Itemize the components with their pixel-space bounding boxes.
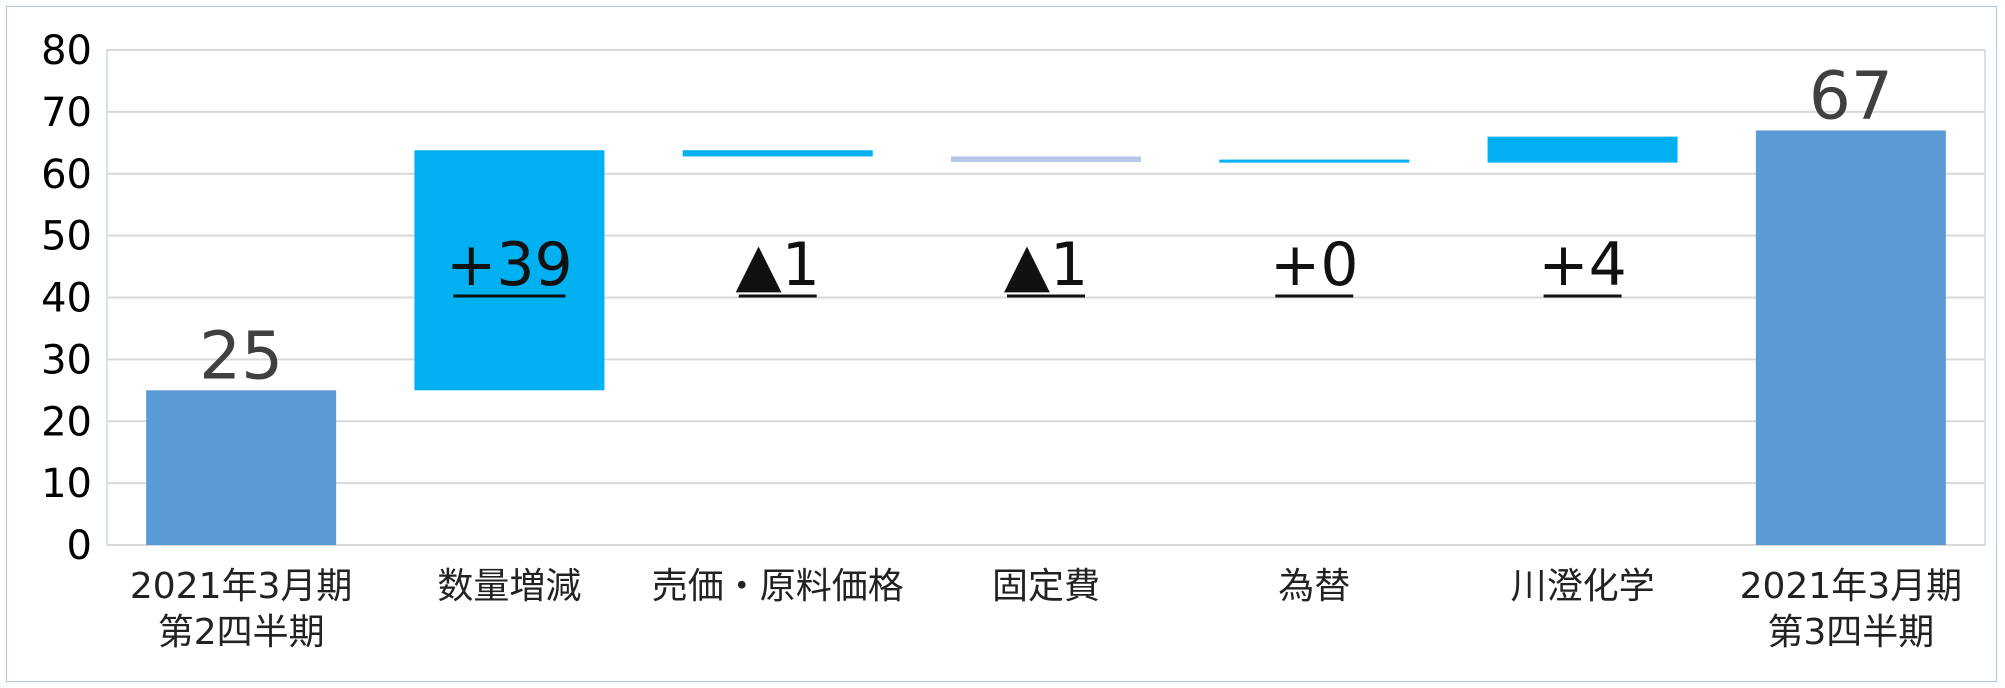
y-tick-label: 70 <box>41 90 92 136</box>
delta-bar <box>951 156 1141 162</box>
data-label: +0 <box>1270 230 1358 300</box>
x-category-label: 川澄化学 <box>1511 566 1655 607</box>
x-category-label: 2021年3月期 <box>1740 566 1963 607</box>
data-label: +4 <box>1538 230 1626 300</box>
delta-bar <box>1487 136 1678 163</box>
y-tick-label: 50 <box>41 214 92 260</box>
y-tick-label: 20 <box>41 399 92 445</box>
y-tick-label: 60 <box>41 152 92 198</box>
x-category-label: 2021年3月期 <box>130 566 353 607</box>
x-category-label: 為替 <box>1278 566 1350 607</box>
data-label: 67 <box>1809 57 1893 134</box>
data-label: ▲1 <box>736 230 820 300</box>
y-tick-label: 80 <box>41 28 92 74</box>
y-tick-label: 10 <box>41 461 92 507</box>
data-label: +39 <box>446 230 573 300</box>
x-category-label: 第3四半期 <box>1767 612 1934 653</box>
x-category-label: 第2四半期 <box>158 612 325 653</box>
delta-bar <box>414 150 605 391</box>
delta-bar <box>682 150 873 157</box>
chart-frame <box>6 6 1997 682</box>
total-bar <box>146 390 337 545</box>
data-label: ▲1 <box>1004 230 1088 300</box>
x-category-label: 売価・原料価格 <box>652 566 904 607</box>
y-tick-label: 0 <box>67 523 92 569</box>
y-tick-label: 30 <box>41 337 92 383</box>
total-bar <box>1755 130 1946 545</box>
data-label: 25 <box>199 317 283 394</box>
x-category-label: 数量増減 <box>437 566 581 607</box>
x-category-label: 固定費 <box>992 566 1100 607</box>
y-tick-label: 40 <box>41 276 92 322</box>
delta-bar <box>1219 159 1410 163</box>
